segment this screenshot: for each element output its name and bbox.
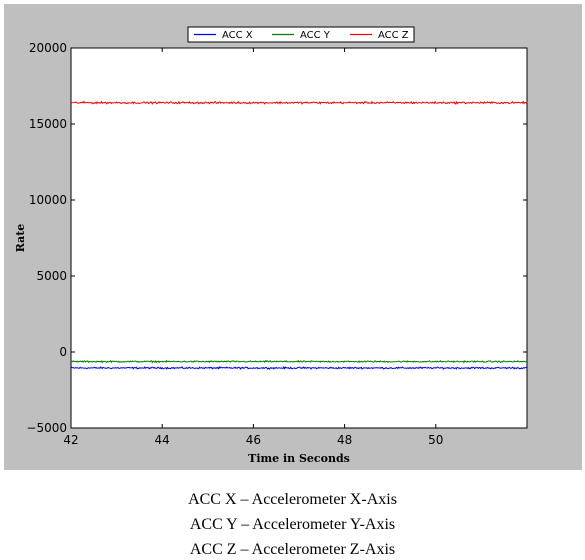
series-line-acc-y <box>70 359 528 364</box>
legend-label-acc-z: ACC Z <box>378 30 409 41</box>
x-tick-label: 50 <box>428 433 443 447</box>
series-line-acc-x <box>70 365 528 370</box>
series-line-acc-z <box>70 100 528 105</box>
y-tick-label: 10000 <box>29 193 67 207</box>
x-tick-label: 44 <box>155 433 170 447</box>
y-tick-label: 5000 <box>36 269 67 283</box>
y-tick-label: 20000 <box>29 41 67 55</box>
caption-line-acc-x: ACC X – Accelerometer X-Axis <box>188 491 397 508</box>
caption-line-acc-y: ACC Y – Accelerometer Y-Axis <box>189 516 396 533</box>
y-axis-label: Rate <box>14 224 27 253</box>
x-tick-label: 48 <box>337 433 352 447</box>
series-layer <box>70 100 528 370</box>
legend: ACC X ACC Y ACC Z <box>187 26 415 43</box>
y-tick-label: 0 <box>59 345 67 359</box>
x-axis-label: Time in Seconds <box>248 452 350 465</box>
figure-panel: 42 44 46 48 50 −5000 0 5000 10000 15000 20000 Time… <box>4 4 582 470</box>
caption-line-acc-z: ACC Z – Accelerometer Z-Axis <box>189 541 396 558</box>
line-chart: 42 44 46 48 50 −5000 0 5000 10000 15000 20000 Time… <box>14 26 528 465</box>
plot-area <box>70 47 528 429</box>
y-tick-label: 15000 <box>29 117 67 131</box>
legend-label-acc-y: ACC Y <box>300 30 331 41</box>
legend-label-acc-x: ACC X <box>222 30 253 41</box>
caption: ACC X – Accelerometer X-Axis ACC Y – Acc… <box>0 487 585 560</box>
x-tick-label: 42 <box>63 433 78 447</box>
legend-box <box>187 26 415 43</box>
ticks-layer: 42 44 46 48 50 −5000 0 5000 10000 15000 20000 <box>26 41 527 447</box>
x-tick-label: 46 <box>246 433 261 447</box>
y-tick-label: −5000 <box>26 421 67 435</box>
